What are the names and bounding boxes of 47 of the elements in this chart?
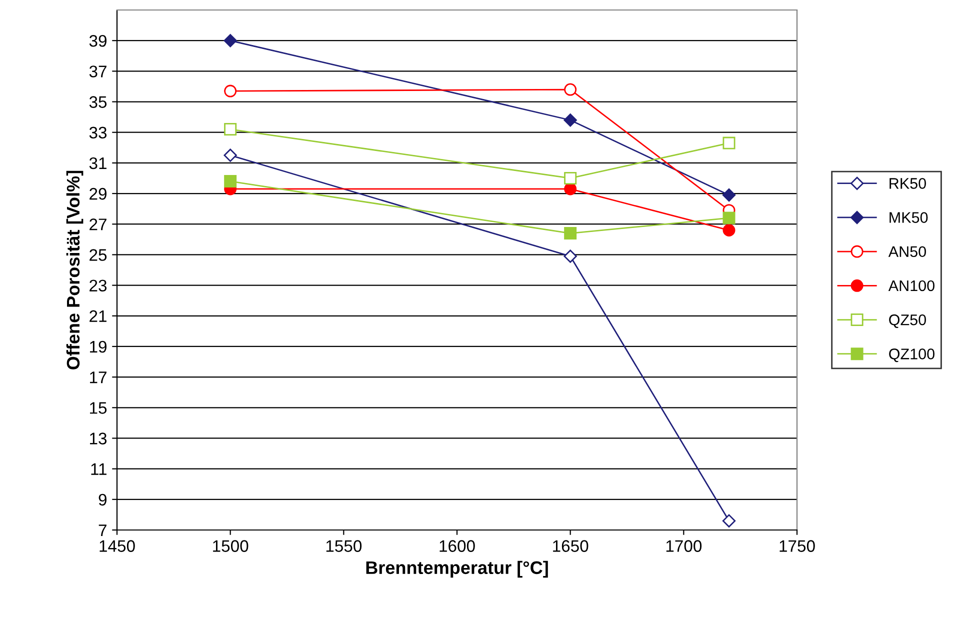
x-tick-label: 1550 bbox=[326, 540, 362, 552]
point bbox=[722, 514, 736, 528]
y-tick-label: 11 bbox=[91, 463, 106, 475]
point bbox=[722, 212, 736, 224]
legend-label: MK50 bbox=[890, 212, 928, 223]
y-tick-label: 9 bbox=[98, 494, 106, 506]
y-tick-label: 17 bbox=[90, 372, 106, 384]
y-tick-label: 33 bbox=[89, 126, 107, 139]
y-tick-label: 25 bbox=[90, 249, 107, 261]
y-tick-label: 35 bbox=[89, 96, 107, 108]
y-tick-label: 39 bbox=[89, 34, 106, 47]
point bbox=[722, 224, 736, 236]
legend-label: QZ100 bbox=[889, 348, 934, 362]
point bbox=[722, 136, 736, 150]
point bbox=[564, 172, 577, 184]
y-tick-label: 31 bbox=[89, 157, 106, 170]
y-tick-label: 29 bbox=[90, 188, 106, 200]
legend-label: AN50 bbox=[888, 246, 926, 258]
legend-label: AN100 bbox=[888, 280, 934, 292]
y-tick-label: 19 bbox=[90, 340, 106, 353]
y-tick-label: 7 bbox=[98, 524, 106, 536]
point bbox=[722, 188, 736, 202]
y-tick-label: 15 bbox=[90, 402, 107, 414]
point bbox=[224, 123, 237, 136]
x-tick-label: 1600 bbox=[440, 540, 475, 552]
point bbox=[564, 83, 577, 96]
y-tick-label: 21 bbox=[90, 310, 106, 322]
x-tick-label: 1500 bbox=[213, 540, 248, 552]
y-tick-label: 13 bbox=[90, 432, 107, 444]
legend-label: RK50 bbox=[890, 178, 926, 189]
y-tick-label: 37 bbox=[89, 66, 106, 78]
x-tick-label: 1700 bbox=[666, 540, 702, 552]
y-axis-title: Offene Porosität [Vol%] bbox=[66, 170, 84, 370]
y-tick-label: 27 bbox=[90, 218, 106, 230]
point bbox=[224, 175, 237, 188]
x-axis-title: Brenntemperatur [°C] bbox=[366, 560, 548, 578]
point bbox=[224, 84, 237, 98]
legend-label: QZ50 bbox=[889, 314, 926, 328]
x-tick-label: 1750 bbox=[780, 540, 815, 552]
x-tick-label: 1650 bbox=[553, 540, 588, 552]
x-tick-label: 1450 bbox=[100, 540, 135, 552]
point bbox=[564, 250, 577, 263]
point bbox=[224, 148, 237, 162]
y-tick-label: 23 bbox=[90, 280, 107, 292]
point bbox=[564, 227, 577, 240]
point bbox=[564, 114, 577, 127]
point bbox=[224, 34, 237, 48]
